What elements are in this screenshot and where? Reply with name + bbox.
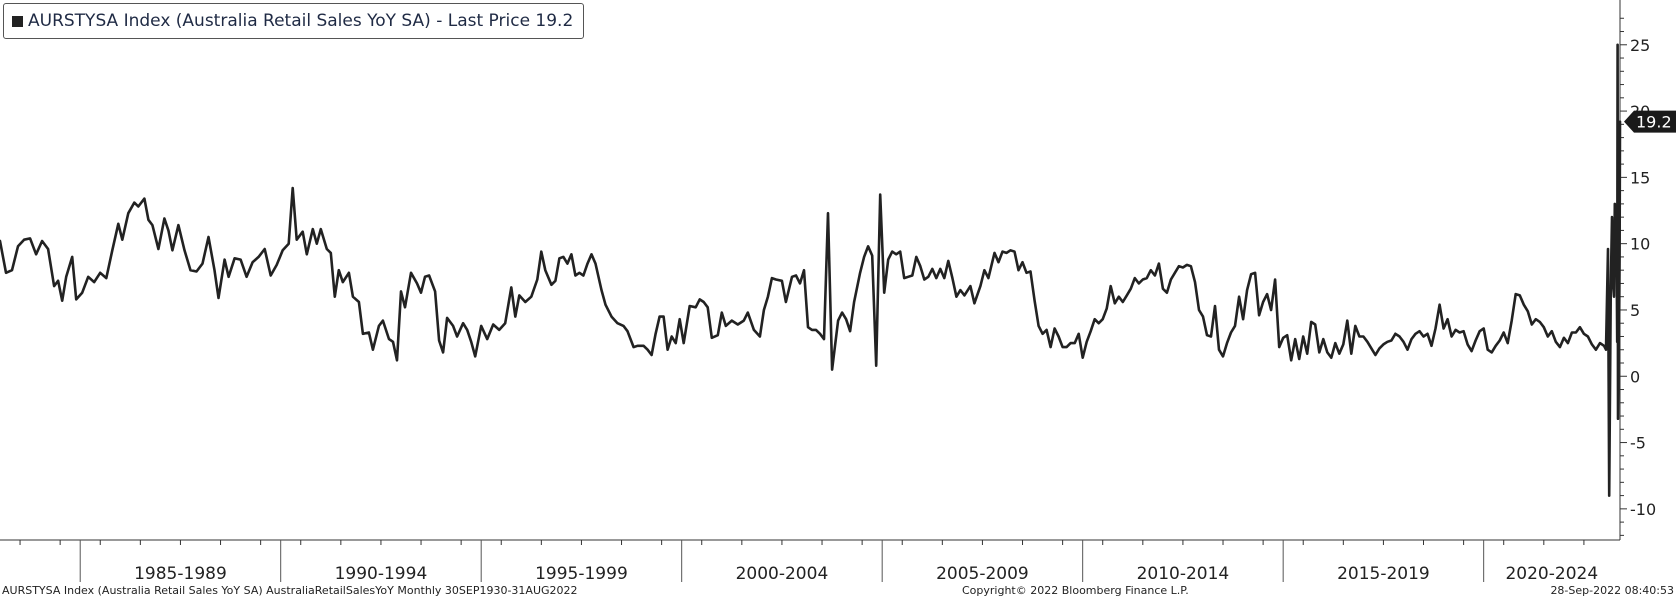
footer-copyright: Copyright© 2022 Bloomberg Finance L.P.	[962, 584, 1189, 597]
x-tick-label: 1990-1994	[335, 564, 428, 584]
y-tick-label: 5	[1630, 301, 1640, 320]
x-tick-label: 2020-2024	[1505, 564, 1598, 584]
last-price-layer: 19.2	[1624, 110, 1676, 133]
y-tick-label: 15	[1630, 168, 1650, 187]
x-tick-label: 1995-1999	[535, 564, 628, 584]
x-tick-label: 2005-2009	[936, 564, 1029, 584]
footer-series-info: AURSTYSA Index (Australia Retail Sales Y…	[2, 584, 578, 597]
x-tick-label: 1985-1989	[134, 564, 227, 584]
y-tick-label: 0	[1630, 367, 1640, 386]
legend-text: AURSTYSA Index (Australia Retail Sales Y…	[28, 11, 574, 31]
series-layer	[0, 43, 1622, 497]
axes: 2520151050-5-101985-19891990-19941995-19…	[0, 0, 1656, 584]
x-tick-label: 2015-2019	[1337, 564, 1430, 584]
y-tick-label: 25	[1630, 36, 1650, 55]
legend-swatch	[12, 15, 23, 27]
footer-timestamp: 28-Sep-2022 08:40:53	[1550, 584, 1674, 597]
x-tick-label: 2000-2004	[736, 564, 829, 584]
y-tick-label: 10	[1630, 235, 1650, 254]
x-tick-label: 2010-2014	[1137, 564, 1230, 584]
legend: AURSTYSA Index (Australia Retail Sales Y…	[3, 3, 585, 39]
series-line	[0, 43, 1622, 497]
y-tick-label: -10	[1630, 500, 1656, 519]
last-price-tag	[1624, 110, 1676, 133]
y-tick-label: -5	[1630, 434, 1646, 453]
last-price-label: 19.2	[1636, 113, 1672, 132]
